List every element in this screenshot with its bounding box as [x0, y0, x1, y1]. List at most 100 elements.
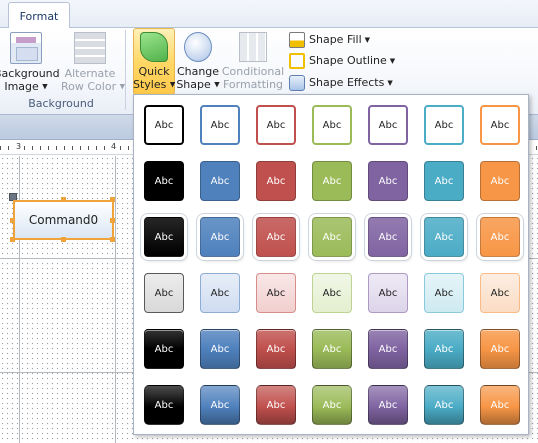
style-swatch-moderate-gloss[interactable]: Abc [480, 329, 520, 369]
alternate-row-color-button[interactable]: Alternate Row Color ▼ [61, 32, 125, 94]
style-swatch-intense-effect[interactable]: Abc [368, 385, 408, 425]
style-swatch-label: Abc [210, 343, 230, 355]
dropdown-arrow-icon: ▼ [387, 78, 393, 87]
style-swatch-light-gradient[interactable]: Abc [144, 273, 184, 313]
style-swatch-light-gradient[interactable]: Abc [256, 273, 296, 313]
style-swatch-intense-effect[interactable]: Abc [256, 385, 296, 425]
style-swatch-intense-effect[interactable]: Abc [200, 385, 240, 425]
change-shape-button[interactable]: Change Shape ▼ [176, 32, 220, 92]
shape-outline-label: Shape Outline [309, 54, 387, 67]
style-swatch-subtle-bevel[interactable]: Abc [480, 217, 520, 257]
style-swatch-colored-fill[interactable]: Abc [424, 161, 464, 201]
resize-handle[interactable] [61, 197, 66, 202]
style-swatch-label: Abc [490, 399, 510, 411]
command-button-caption: Command0 [28, 213, 99, 227]
style-swatch-label: Abc [490, 119, 510, 131]
style-swatch-colored-outline[interactable]: Abc [480, 105, 520, 145]
style-swatch-light-gradient[interactable]: Abc [424, 273, 464, 313]
style-swatch-colored-outline[interactable]: Abc [200, 105, 240, 145]
quick-styles-button[interactable]: Quick Styles ▼ [133, 28, 175, 95]
style-swatch-subtle-bevel[interactable]: Abc [312, 217, 352, 257]
style-swatch-intense-effect[interactable]: Abc [480, 385, 520, 425]
style-swatch-label: Abc [434, 287, 454, 299]
ribbon-tab-strip: Format [0, 0, 538, 29]
style-swatch-colored-fill[interactable]: Abc [368, 161, 408, 201]
conditional-formatting-button[interactable]: Conditional Formatting [220, 32, 286, 91]
style-swatch-intense-effect[interactable]: Abc [312, 385, 352, 425]
style-swatch-colored-fill[interactable]: Abc [200, 161, 240, 201]
ruler-number: 4 [110, 142, 118, 151]
style-swatch-subtle-bevel[interactable]: Abc [144, 217, 184, 257]
shape-fill-button[interactable]: Shape Fill ▼ [289, 30, 370, 49]
style-swatch-label: Abc [266, 287, 286, 299]
style-swatch-label: Abc [266, 399, 286, 411]
quick-styles-label-1: Quick [138, 65, 170, 78]
style-swatch-label: Abc [266, 231, 286, 243]
background-image-label-1: Background [0, 67, 60, 80]
shape-effects-button[interactable]: Shape Effects ▼ [289, 73, 393, 92]
alternate-row-color-icon [74, 32, 106, 64]
style-swatch-colored-outline[interactable]: Abc [256, 105, 296, 145]
resize-handle[interactable] [61, 237, 66, 242]
dropdown-arrow-icon: ▼ [214, 80, 220, 89]
style-swatch-colored-fill[interactable]: Abc [480, 161, 520, 201]
style-swatch-label: Abc [378, 119, 398, 131]
resize-handle[interactable] [10, 218, 15, 223]
resize-handle[interactable] [110, 197, 115, 202]
style-swatch-label: Abc [210, 231, 230, 243]
style-swatch-moderate-gloss[interactable]: Abc [368, 329, 408, 369]
quick-styles-brush-icon [140, 32, 168, 62]
resize-handle[interactable] [110, 218, 115, 223]
shape-effects-icon [289, 74, 305, 91]
style-swatch-label: Abc [490, 287, 510, 299]
style-swatch-colored-outline[interactable]: Abc [312, 105, 352, 145]
style-swatch-light-gradient[interactable]: Abc [312, 273, 352, 313]
style-swatch-colored-fill[interactable]: Abc [144, 161, 184, 201]
alternate-row-color-label-1: Alternate [64, 67, 116, 80]
style-swatch-intense-effect[interactable]: Abc [144, 385, 184, 425]
style-swatch-colored-outline[interactable]: Abc [368, 105, 408, 145]
dropdown-arrow-icon: ▼ [42, 82, 48, 91]
style-swatch-label: Abc [210, 287, 230, 299]
background-image-icon [10, 32, 42, 64]
shape-fill-label: Shape Fill [309, 33, 362, 46]
style-swatch-light-gradient[interactable]: Abc [368, 273, 408, 313]
style-swatch-moderate-gloss[interactable]: Abc [312, 329, 352, 369]
style-swatch-colored-outline[interactable]: Abc [424, 105, 464, 145]
tab-format[interactable]: Format [8, 2, 70, 29]
resize-handle[interactable] [110, 237, 115, 242]
style-swatch-label: Abc [154, 119, 174, 131]
style-swatch-light-gradient[interactable]: Abc [200, 273, 240, 313]
style-swatch-moderate-gloss[interactable]: Abc [424, 329, 464, 369]
alternate-row-color-label-2: Row Color [61, 80, 117, 93]
style-swatch-moderate-gloss[interactable]: Abc [144, 329, 184, 369]
change-shape-label-1: Change [176, 65, 220, 78]
style-swatch-subtle-bevel[interactable]: Abc [200, 217, 240, 257]
background-image-button[interactable]: Background Image ▼ [0, 32, 60, 94]
style-swatch-moderate-gloss[interactable]: Abc [200, 329, 240, 369]
style-swatch-label: Abc [154, 231, 174, 243]
style-swatch-moderate-gloss[interactable]: Abc [256, 329, 296, 369]
quick-styles-label-2: Styles [133, 78, 167, 91]
style-swatch-label: Abc [154, 287, 174, 299]
command-button-control[interactable]: Command0 [13, 200, 114, 240]
style-swatch-label: Abc [322, 231, 342, 243]
style-swatch-subtle-bevel[interactable]: Abc [256, 217, 296, 257]
paint-bucket-icon [289, 31, 305, 48]
style-swatch-label: Abc [434, 343, 454, 355]
style-swatch-subtle-bevel[interactable]: Abc [368, 217, 408, 257]
shape-outline-button[interactable]: Shape Outline ▼ [289, 51, 395, 70]
grid-line [19, 156, 20, 443]
style-swatch-label: Abc [322, 287, 342, 299]
style-swatch-colored-outline[interactable]: Abc [144, 105, 184, 145]
style-swatch-light-gradient[interactable]: Abc [480, 273, 520, 313]
style-swatch-colored-fill[interactable]: Abc [312, 161, 352, 201]
style-swatch-colored-fill[interactable]: Abc [256, 161, 296, 201]
style-swatch-subtle-bevel[interactable]: Abc [424, 217, 464, 257]
style-swatch-label: Abc [210, 399, 230, 411]
style-swatch-intense-effect[interactable]: Abc [424, 385, 464, 425]
style-swatch-label: Abc [378, 287, 398, 299]
dropdown-arrow-icon: ▼ [389, 56, 396, 65]
resize-handle[interactable] [10, 237, 15, 242]
dropdown-arrow-icon: ▼ [364, 35, 371, 44]
